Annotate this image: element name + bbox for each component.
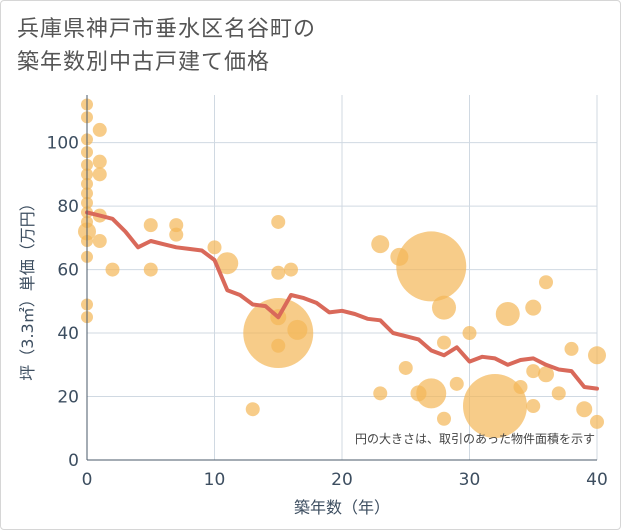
scatter-bubble bbox=[169, 227, 184, 242]
scatter-bubble bbox=[373, 386, 388, 401]
trend-line bbox=[85, 210, 599, 391]
scatter-bubble bbox=[551, 386, 566, 401]
size-annotation: 円の大きさは、取引のあった物件面積を示す bbox=[355, 431, 595, 446]
x-tick-label: 20 bbox=[331, 470, 353, 490]
x-axis-label: 築年数（年） bbox=[294, 498, 390, 517]
scatter-bubble bbox=[143, 262, 158, 277]
chart-title-line-2: 築年数別中古戸建て価格 bbox=[17, 50, 271, 75]
scatter-bubble bbox=[143, 218, 158, 233]
scatter-bubble bbox=[432, 295, 456, 320]
scatter-bubble bbox=[564, 341, 579, 356]
scatter-bubble bbox=[371, 235, 390, 254]
scatter-bubble bbox=[410, 385, 427, 402]
y-tick-label: 20 bbox=[57, 388, 79, 408]
scatter-bubble bbox=[526, 364, 541, 379]
scatter-bubble bbox=[526, 399, 541, 414]
y-tick-label: 80 bbox=[57, 197, 79, 217]
x-tick-label: 30 bbox=[459, 470, 481, 490]
scatter-bubble bbox=[449, 376, 464, 391]
chart-title: 兵庫県神戸市垂水区名谷町の 築年数別中古戸建て価格 bbox=[17, 13, 316, 79]
y-axis-label: 坪（3.3㎡）単価（万円） bbox=[18, 195, 37, 380]
chart-title-line-1: 兵庫県神戸市垂水区名谷町の bbox=[17, 17, 317, 42]
bubbles bbox=[78, 98, 606, 439]
scatter-bubble bbox=[525, 299, 542, 316]
x-tick-label: 0 bbox=[82, 470, 93, 490]
scatter-bubble bbox=[92, 122, 107, 137]
scatter-bubble bbox=[105, 262, 120, 277]
y-tick-label: 100 bbox=[47, 134, 79, 154]
scatter-bubble bbox=[590, 414, 604, 429]
axes: 0 10 20 30 40 0 20 40 60 80 100 bbox=[47, 95, 608, 490]
y-tick-label: 60 bbox=[57, 261, 79, 281]
scatter-bubble bbox=[287, 319, 308, 340]
scatter-bubble bbox=[243, 298, 314, 369]
scatter-bubble bbox=[437, 335, 451, 350]
scatter-bubble bbox=[463, 374, 527, 439]
x-tick-label: 40 bbox=[586, 470, 608, 490]
trend-line-group bbox=[85, 210, 599, 391]
y-tick-label: 0 bbox=[68, 451, 79, 471]
scatter-bubble bbox=[576, 401, 593, 418]
scatter-bubble bbox=[284, 262, 298, 277]
scatter-bubble bbox=[271, 214, 286, 229]
scatter-bubble bbox=[92, 234, 107, 248]
scatter-bubble bbox=[216, 252, 239, 275]
scatter-bubble bbox=[271, 265, 286, 280]
scatter-bubble bbox=[539, 275, 553, 290]
x-tick-label: 10 bbox=[204, 470, 226, 490]
scatter-bubble bbox=[207, 240, 222, 255]
scatter-bubble bbox=[92, 167, 107, 182]
scatter-bubble bbox=[495, 302, 520, 326]
scatter-bubble bbox=[588, 346, 606, 365]
scatter-bubble bbox=[390, 247, 409, 266]
scatter-bubble bbox=[271, 338, 286, 353]
scatter-bubble bbox=[396, 231, 467, 302]
scatter-bubble bbox=[416, 378, 447, 409]
y-tick-label: 40 bbox=[57, 324, 79, 344]
scatter-bubble bbox=[513, 380, 528, 394]
scatter-bubble bbox=[92, 154, 107, 169]
scatter-bubble bbox=[437, 411, 451, 426]
scatter-bubble bbox=[538, 366, 554, 383]
scatter-bubble bbox=[245, 402, 260, 417]
scatter-bubble bbox=[398, 360, 413, 375]
scatter-bubble bbox=[462, 326, 477, 341]
